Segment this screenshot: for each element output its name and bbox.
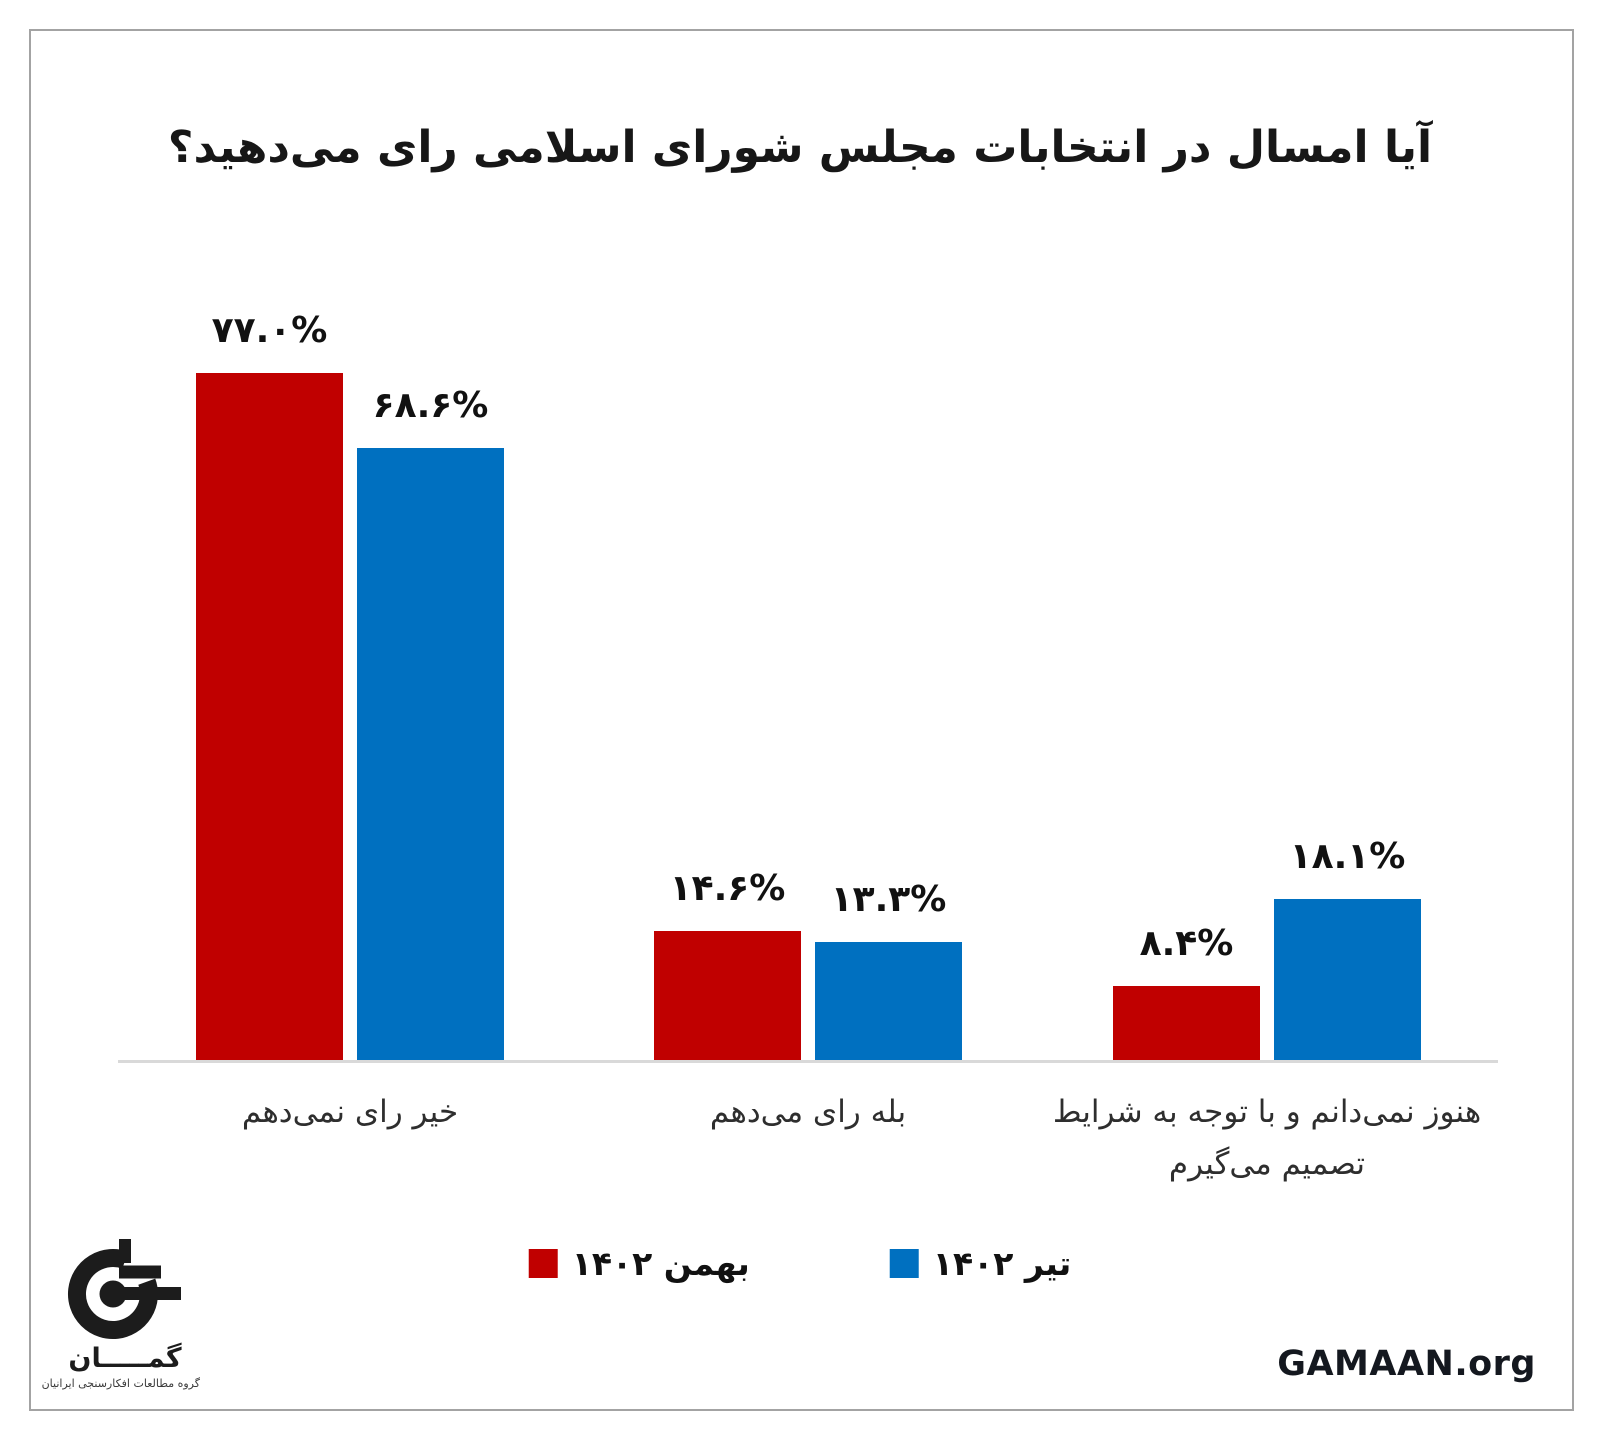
value-label-series2-cat1: ۶۸.۶% <box>372 385 489 426</box>
category-label-undecided: هنوز نمی‌دانم و با توجه به شرایط تصمیم م… <box>1052 1094 1482 1182</box>
value-label-series1-cat3: ۸.۴% <box>1139 923 1234 964</box>
bar-series1-cat1 <box>196 373 343 1061</box>
legend-swatch-blue-icon <box>889 1249 919 1278</box>
chart-legend: بهمن ۱۴۰۲ تیر ۱۴۰۲ <box>528 1244 1072 1283</box>
chart-title: آیا امسال در انتخابات مجلس شورای اسلامی … <box>167 122 1433 173</box>
legend-label-tir-1402: تیر ۱۴۰۲ <box>932 1244 1072 1283</box>
gamaan-wordmark: گمـــــان <box>68 1343 182 1374</box>
bar-series2-cat2 <box>815 942 962 1061</box>
legend-label-bahman-1402: بهمن ۱۴۰۲ <box>571 1244 750 1283</box>
bar-series1-cat2 <box>654 931 801 1061</box>
gamaan-website-text: GAMAAN.org <box>1277 1344 1536 1384</box>
legend-swatch-red-icon <box>528 1249 558 1278</box>
bar-series2-cat1 <box>357 448 504 1061</box>
legend-item-bahman-1402: بهمن ۱۴۰۲ <box>528 1244 750 1283</box>
value-label-series2-cat3: ۱۸.۱% <box>1289 836 1406 877</box>
value-label-series1-cat1: ۷۷.۰% <box>211 310 328 351</box>
bar-series2-cat3 <box>1274 899 1421 1061</box>
x-axis-line <box>118 1060 1498 1063</box>
legend-item-tir-1402: تیر ۱۴۰۲ <box>889 1244 1072 1283</box>
category-label-yes-vote: بله رای می‌دهم <box>709 1094 907 1130</box>
gamaan-logo-icon <box>67 1239 181 1340</box>
gamaan-subtitle: گروه مطالعات افکارسنجی ایرانیان <box>41 1377 200 1390</box>
value-label-series2-cat2: ۱۳.۳% <box>830 879 947 920</box>
category-label-no-vote: خیر رای نمی‌دهم <box>241 1094 459 1130</box>
value-label-series1-cat2: ۱۴.۶% <box>669 868 786 909</box>
gamaan-logo: گمـــــان گروه مطالعات افکارسنجی ایرانیا… <box>41 1238 200 1390</box>
bar-series1-cat3 <box>1113 986 1260 1061</box>
